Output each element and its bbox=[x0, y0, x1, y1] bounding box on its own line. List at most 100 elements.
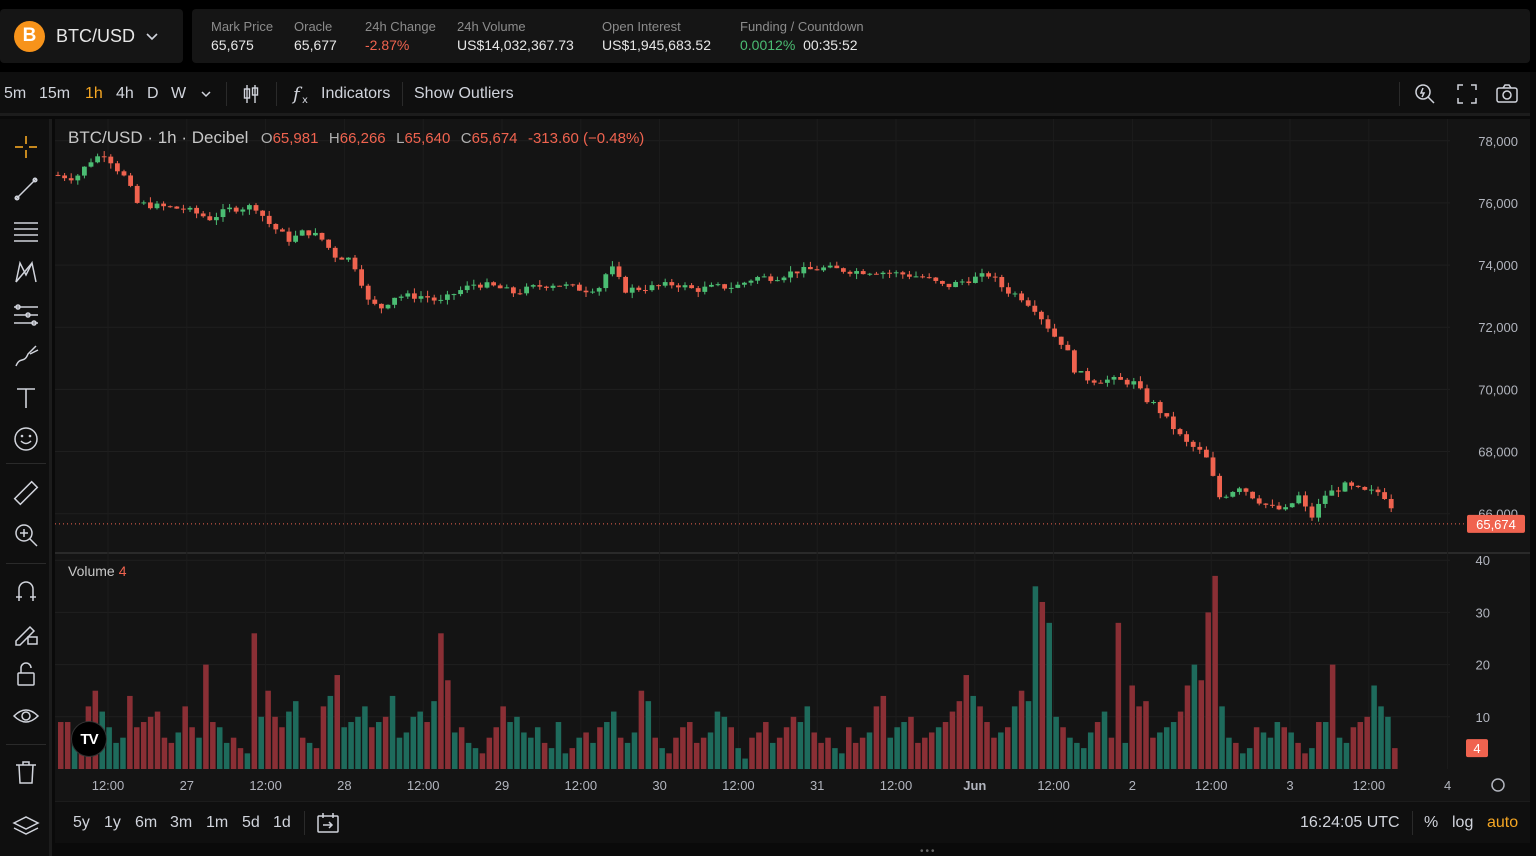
go-to-date-icon[interactable] bbox=[316, 811, 340, 835]
show-outliers-button[interactable]: Show Outliers bbox=[414, 85, 514, 102]
tradingview-logo[interactable]: TV bbox=[71, 721, 107, 757]
price-chart[interactable]: 78,00076,00074,00072,00070,00068,00066,0… bbox=[55, 119, 1530, 801]
volume-bar bbox=[369, 727, 375, 769]
market-stats: Mark Price 65,675 Oracle 65,677 24h Chan… bbox=[192, 9, 1530, 63]
range-1d[interactable]: 1d bbox=[273, 814, 291, 831]
candlestick-type-icon[interactable] bbox=[239, 82, 263, 106]
settings-icon[interactable] bbox=[1491, 778, 1505, 792]
candle-body bbox=[603, 274, 609, 289]
candle-body bbox=[227, 207, 232, 210]
camera-icon[interactable] bbox=[1495, 82, 1519, 106]
brush-icon[interactable] bbox=[12, 342, 40, 370]
indicators-button[interactable]: Indicators bbox=[321, 85, 391, 102]
trash-icon[interactable] bbox=[12, 758, 40, 786]
volume-bar bbox=[548, 748, 555, 769]
fib-retracement-icon[interactable] bbox=[12, 301, 40, 329]
candle-body bbox=[1019, 293, 1024, 301]
candle-body bbox=[999, 277, 1005, 288]
log-toggle[interactable]: log bbox=[1452, 814, 1474, 831]
candle-body bbox=[431, 297, 437, 301]
volume-bar bbox=[901, 722, 907, 769]
chevron-down-icon[interactable] bbox=[197, 82, 215, 106]
fullscreen-icon[interactable] bbox=[1455, 82, 1479, 106]
timeframe-w[interactable]: W bbox=[171, 85, 187, 102]
zoom-in-icon[interactable] bbox=[12, 521, 40, 549]
chart-area[interactable]: 78,000 76,000 74,000 72,000 70,000 68,000 66,0… bbox=[55, 119, 1530, 801]
candle-body bbox=[709, 284, 714, 287]
divider bbox=[276, 82, 277, 106]
candle-body bbox=[128, 175, 133, 186]
candle-body bbox=[372, 299, 378, 304]
volume-bar bbox=[597, 727, 603, 769]
price-tick-label: 70,000 bbox=[1478, 382, 1518, 397]
quick-search-icon[interactable] bbox=[1413, 82, 1437, 106]
candle-body bbox=[530, 285, 536, 287]
magnet-icon[interactable] bbox=[12, 577, 40, 605]
timeframe-5m[interactable]: 5m bbox=[4, 85, 27, 102]
emoji-icon[interactable] bbox=[12, 425, 40, 453]
range-5d[interactable]: 5d bbox=[242, 814, 260, 831]
candle-body bbox=[775, 280, 780, 282]
timeframe-d[interactable]: D bbox=[147, 85, 159, 102]
candle-body bbox=[1309, 506, 1315, 518]
pair-selector[interactable]: B BTC/USD bbox=[0, 9, 183, 63]
resize-handle[interactable]: ••• bbox=[920, 846, 937, 856]
volume-bar bbox=[210, 722, 216, 769]
layers-icon[interactable] bbox=[12, 813, 40, 841]
stat-label: 24h Change bbox=[365, 19, 436, 34]
candle-body bbox=[1316, 503, 1321, 518]
volume-bar bbox=[375, 722, 382, 769]
range-5y[interactable]: 5y bbox=[73, 814, 90, 831]
volume-bar bbox=[528, 737, 534, 769]
volume-bar bbox=[1385, 716, 1391, 769]
volume-bar bbox=[1122, 742, 1129, 769]
volume-bar bbox=[610, 711, 617, 769]
range-6m[interactable]: 6m bbox=[135, 814, 158, 831]
range-1m[interactable]: 1m bbox=[206, 814, 229, 831]
text-icon[interactable] bbox=[12, 384, 40, 412]
candle-body bbox=[715, 284, 721, 286]
timeframe-1h[interactable]: 1h bbox=[85, 85, 103, 102]
volume-bar bbox=[1198, 680, 1205, 769]
candle-body bbox=[1303, 495, 1308, 507]
candle-body bbox=[907, 274, 912, 277]
last-price-badge bbox=[1467, 514, 1525, 533]
lock-drawing-icon[interactable] bbox=[12, 619, 40, 647]
range-3m[interactable]: 3m bbox=[170, 814, 193, 831]
candle-body bbox=[313, 232, 318, 236]
crosshair-icon[interactable] bbox=[12, 133, 40, 161]
candle-body bbox=[62, 175, 67, 179]
trend-line-icon[interactable] bbox=[12, 175, 40, 203]
auto-toggle[interactable]: auto bbox=[1487, 814, 1519, 831]
stat-24h-change: 24h Change -2.87% bbox=[365, 19, 436, 56]
candle-body bbox=[590, 291, 595, 293]
unlock-icon[interactable] bbox=[12, 660, 40, 688]
range-1y[interactable]: 1y bbox=[104, 814, 121, 831]
candle-body bbox=[1197, 446, 1203, 450]
volume-bar bbox=[1378, 706, 1384, 769]
timeframe-15m[interactable]: 15m bbox=[39, 85, 71, 102]
percent-toggle[interactable]: % bbox=[1424, 814, 1439, 831]
candle-body bbox=[1072, 350, 1077, 373]
volume-bar bbox=[1322, 722, 1329, 769]
volume-bar bbox=[445, 680, 451, 769]
ruler-icon[interactable] bbox=[12, 479, 40, 507]
eye-icon[interactable] bbox=[12, 702, 40, 730]
candle-body bbox=[392, 297, 397, 305]
candle-body bbox=[134, 185, 140, 203]
candle-body bbox=[497, 285, 503, 289]
candle-body bbox=[550, 285, 556, 288]
volume-bar bbox=[1184, 685, 1191, 769]
timeframe-4h[interactable]: 4h bbox=[116, 85, 134, 102]
horizontal-lines-icon[interactable] bbox=[12, 217, 40, 245]
pattern-icon[interactable] bbox=[12, 258, 40, 286]
candle-body bbox=[649, 285, 655, 291]
candle-body bbox=[1111, 376, 1117, 380]
volume-bar bbox=[721, 716, 728, 769]
volume-bar bbox=[362, 706, 368, 769]
volume-bar bbox=[465, 742, 472, 769]
utc-clock[interactable]: 16:24:05 UTC bbox=[1300, 814, 1400, 831]
volume-bar bbox=[438, 633, 444, 769]
candle-body bbox=[1032, 305, 1038, 312]
